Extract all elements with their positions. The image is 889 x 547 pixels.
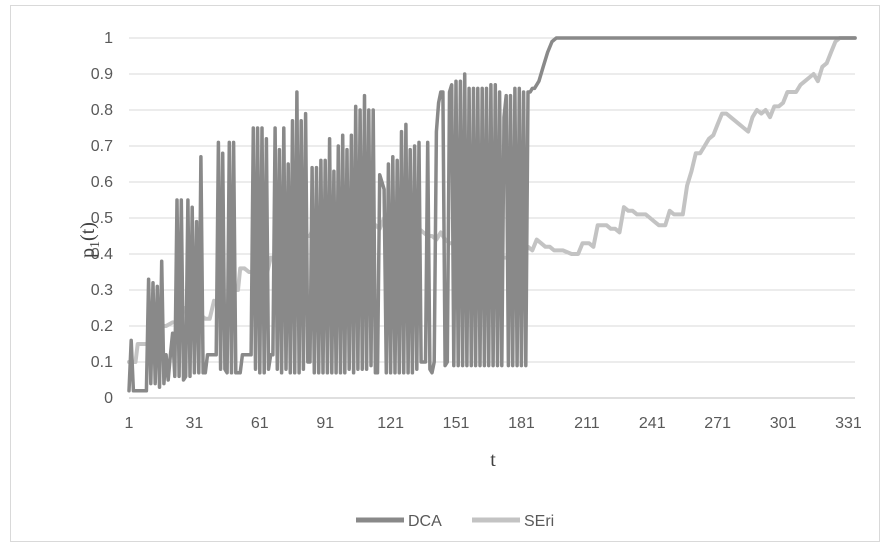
x-tick-label: 121 bbox=[377, 415, 404, 432]
y-tick-label: 0.2 bbox=[91, 318, 113, 335]
y-tick-label: 1 bbox=[104, 30, 113, 47]
y-axis-title-subscript: 1 bbox=[88, 241, 103, 248]
y-tick-label: 0.1 bbox=[91, 354, 113, 371]
y-tick-label: 0.5 bbox=[91, 210, 113, 227]
y-axis-title: p1(t) bbox=[77, 222, 103, 258]
x-tick-label: 31 bbox=[186, 415, 204, 432]
series-line-dca bbox=[127, 36, 857, 393]
x-tick-label: 271 bbox=[704, 415, 731, 432]
x-axis-title: t bbox=[490, 449, 496, 471]
x-tick-label: 151 bbox=[443, 415, 470, 432]
y-tick-label: 0.8 bbox=[91, 102, 113, 119]
x-tick-label: 241 bbox=[639, 415, 666, 432]
x-tick-label: 1 bbox=[125, 415, 134, 432]
series-lines bbox=[127, 36, 857, 393]
x-tick-label: 61 bbox=[251, 415, 269, 432]
x-tick-label: 211 bbox=[574, 415, 600, 432]
x-tick-label: 181 bbox=[508, 415, 535, 432]
x-tick-label: 331 bbox=[835, 415, 862, 432]
y-tick-label: 0.9 bbox=[91, 66, 113, 83]
legend-label-dca: DCA bbox=[408, 513, 442, 530]
x-tick-labels: 1 31 61 91 121 151 181 211 241 271 301 331 bbox=[125, 415, 862, 432]
y-tick-label: 0 bbox=[104, 390, 113, 407]
y-axis-title-main: p bbox=[77, 248, 99, 258]
y-tick-label: 0.3 bbox=[91, 282, 113, 299]
legend-label-seri: SEri bbox=[524, 513, 554, 530]
y-tick-label: 0.7 bbox=[91, 138, 113, 155]
y-tick-labels: 0 0.1 0.2 0.3 0.4 0.5 0.6 0.7 0.8 0.9 1 bbox=[91, 30, 113, 407]
y-tick-label: 0.4 bbox=[91, 246, 113, 263]
x-tick-label: 301 bbox=[770, 415, 797, 432]
legend: DCA SEri bbox=[356, 513, 554, 530]
y-tick-label: 0.6 bbox=[91, 174, 113, 191]
x-tick-label: 91 bbox=[316, 415, 334, 432]
y-axis-title-rest: (t) bbox=[77, 222, 99, 241]
